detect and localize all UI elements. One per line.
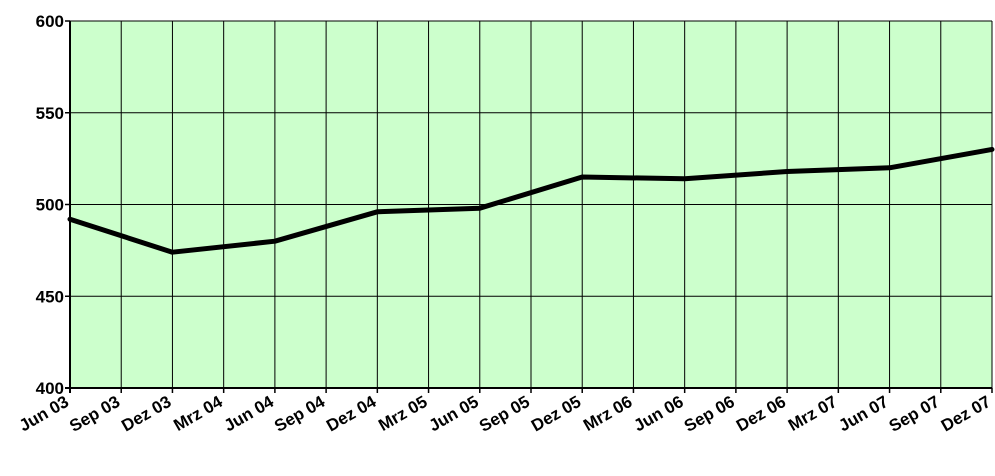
axes xyxy=(65,20,993,393)
x-tick-label: Jun 04 xyxy=(221,392,278,436)
series-line xyxy=(67,146,995,255)
y-tick-label: 500 xyxy=(36,196,64,215)
x-tick-label: Dez 04 xyxy=(323,392,380,436)
x-tick-label: Mrz 07 xyxy=(785,392,840,435)
x-tick-label: Mrz 04 xyxy=(170,392,226,435)
x-tick-label: Mrz 06 xyxy=(580,392,635,435)
x-tick-label: Jun 03 xyxy=(16,392,72,435)
x-tick-label: Dez 07 xyxy=(938,392,994,435)
data-point xyxy=(889,167,891,169)
x-tick-label: Dez 03 xyxy=(118,392,174,435)
y-axis-tick-labels: 400 450 500 550 600 xyxy=(36,12,64,398)
x-tick-label: Jun 07 xyxy=(835,392,891,435)
data-point xyxy=(581,176,583,178)
y-tick-label: 400 xyxy=(36,379,64,398)
y-tick-label: 550 xyxy=(36,104,64,123)
data-point xyxy=(69,218,71,220)
x-tick-label: Sep 06 xyxy=(681,392,738,436)
x-tick-label: Jun 06 xyxy=(631,392,687,435)
x-tick-label: Sep 03 xyxy=(66,392,123,436)
data-point xyxy=(479,207,481,209)
y-tick-label: 450 xyxy=(36,287,64,306)
data-point xyxy=(171,251,173,253)
data-point xyxy=(991,148,993,150)
data-point xyxy=(786,170,788,172)
x-tick-label: Sep 04 xyxy=(271,392,328,436)
x-tick-label: Sep 07 xyxy=(886,392,943,436)
data-point xyxy=(274,240,276,242)
data-point xyxy=(376,211,378,213)
data-point xyxy=(684,178,686,180)
x-tick-label: Sep 05 xyxy=(476,392,533,436)
x-tick-label: Mrz 05 xyxy=(375,392,430,435)
x-tick-label: Jun 05 xyxy=(426,392,482,435)
y-tick-label: 600 xyxy=(36,12,64,31)
x-tick-label: Dez 06 xyxy=(733,392,789,435)
series xyxy=(67,146,995,255)
x-tick-label: Dez 05 xyxy=(528,392,584,435)
